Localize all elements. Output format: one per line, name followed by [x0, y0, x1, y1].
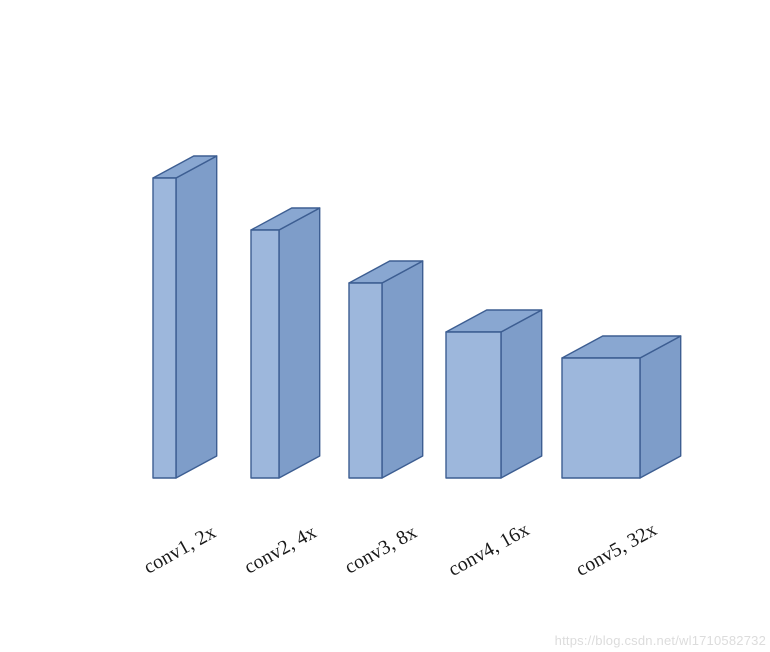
- block-conv2-front: [251, 230, 279, 478]
- block-conv3: [349, 261, 423, 478]
- label-conv3: conv3, 8x: [341, 521, 421, 578]
- block-conv2: [251, 208, 320, 478]
- label-conv2: conv2, 4x: [241, 521, 321, 578]
- block-conv4: [446, 310, 542, 478]
- block-conv4-side: [501, 310, 542, 478]
- label-conv1: conv1, 2x: [140, 521, 220, 578]
- block-conv1-side: [176, 156, 217, 478]
- block-conv5-side: [640, 336, 681, 478]
- block-conv1-front: [153, 178, 176, 478]
- diagram-svg: conv1, 2x conv2, 4x conv3, 8x conv4, 16x con…: [0, 0, 770, 652]
- label-conv4: conv4, 16x: [445, 519, 533, 581]
- block-conv5-front: [562, 358, 640, 478]
- block-conv3-side: [382, 261, 423, 478]
- block-conv3-front: [349, 283, 382, 478]
- block-conv5: [562, 336, 681, 478]
- block-conv1: [153, 156, 217, 478]
- block-conv4-front: [446, 332, 501, 478]
- watermark-text: https://blog.csdn.net/wl1710582732: [555, 633, 766, 648]
- label-conv5: conv5, 32x: [572, 519, 660, 581]
- block-conv2-side: [279, 208, 320, 478]
